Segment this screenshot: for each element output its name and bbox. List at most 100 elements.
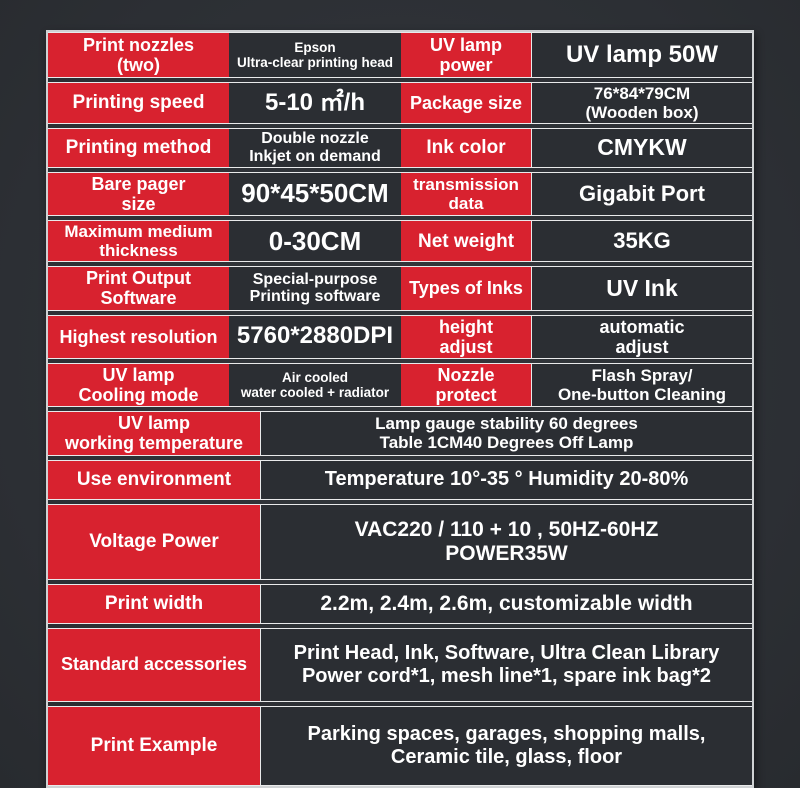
spec-value: 5-10 ㎡/h	[229, 82, 401, 125]
spec-value: 76*84*79CM (Wooden box)	[532, 82, 752, 125]
spec-label-text: UV lamp Cooling mode	[78, 364, 199, 406]
spec-label: Maximum medium thickness	[48, 220, 229, 263]
spec-value: Flash Spray/ One-button Cleaning	[532, 362, 752, 408]
spec-value-text: Temperature 10°-35 ° Humidity 20-80%	[324, 468, 689, 491]
spec-value-text: UV lamp 50W	[565, 40, 719, 68]
spec-label-text: transmission data	[413, 175, 519, 214]
spec-label-text: Print Example	[90, 734, 218, 756]
spec-row-uv-lamp-cooling-mode: UV lamp Cooling mode Air cooled water co…	[48, 362, 752, 408]
spec-label: transmission data	[401, 171, 532, 217]
spec-value: Print Head, Ink, Software, Ultra Clean L…	[260, 627, 752, 702]
spec-label-text: Print Output Software	[86, 268, 191, 309]
spec-row-bare-pager-size: Bare pager size 90*45*50CM transmission …	[48, 171, 752, 217]
spec-value-text: Flash Spray/ One-button Cleaning	[557, 366, 727, 405]
spec-value-text: 2.2m, 2.4m, 2.6m, customizable width	[320, 591, 693, 615]
spec-value-text: 76*84*79CM (Wooden box)	[585, 84, 699, 123]
spec-label: Printing method	[48, 128, 229, 168]
spec-row-use-environment: Use environment Temperature 10°-35 ° Hum…	[48, 459, 752, 500]
spec-label: UV lamp power	[401, 32, 532, 78]
spec-label-text: Print width	[104, 592, 204, 614]
spec-value-text: Gigabit Port	[579, 180, 705, 206]
spec-value-text: Epson Ultra-clear printing head	[236, 39, 394, 70]
spec-label: Standard accessories	[48, 627, 260, 702]
spec-label-text: Use environment	[76, 468, 232, 490]
spec-label: height adjust	[401, 314, 532, 359]
spec-label-text: Nozzle protect	[435, 364, 497, 406]
spec-value: 2.2m, 2.4m, 2.6m, customizable width	[260, 583, 752, 624]
spec-value: 0-30CM	[229, 220, 401, 263]
spec-value-text: Air cooled water cooled + radiator	[240, 369, 390, 401]
spec-label: Highest resolution	[48, 314, 229, 359]
spec-label: Package size	[401, 82, 532, 125]
spec-row-maximum-medium-thickness: Maximum medium thickness 0-30CM Net weig…	[48, 220, 752, 263]
spec-value: 90*45*50CM	[229, 171, 401, 217]
spec-value-text: VAC220 / 110 + 10 , 50HZ-60HZ POWER35W	[354, 517, 659, 565]
spec-value: Double nozzle Inkjet on demand	[229, 128, 401, 168]
spec-value: VAC220 / 110 + 10 , 50HZ-60HZ POWER35W	[260, 503, 752, 580]
spec-label: Print width	[48, 583, 260, 624]
spec-value: Air cooled water cooled + radiator	[229, 362, 401, 408]
spec-label-text: Printing method	[65, 137, 212, 159]
spec-label: Types of Inks	[401, 266, 532, 311]
spec-row-print-width: Print width 2.2m, 2.4m, 2.6m, customizab…	[48, 583, 752, 624]
spec-label-text: Package size	[409, 92, 523, 113]
spec-value-text: Special-purpose Printing software	[249, 270, 381, 306]
spec-label-text: Maximum medium thickness	[64, 222, 213, 261]
spec-label-text: Ink color	[426, 137, 506, 159]
spec-label: Ink color	[401, 128, 532, 168]
spec-label-text: Print nozzles (two)	[82, 34, 194, 75]
spec-label-text: Bare pager size	[91, 173, 186, 215]
spec-label-text: Types of Inks	[409, 278, 523, 299]
spec-value: 35KG	[532, 220, 752, 263]
spec-label-text: Net weight	[417, 230, 515, 252]
spec-value: automatic adjust	[532, 314, 752, 359]
spec-row-uv-lamp-working-temperature: UV lamp working temperature Lamp gauge s…	[48, 411, 752, 456]
spec-label: UV lamp working temperature	[48, 411, 260, 456]
spec-label: Print nozzles (two)	[48, 32, 229, 78]
spec-label-text: Highest resolution	[59, 326, 218, 347]
spec-row-voltage-power: Voltage Power VAC220 / 110 + 10 , 50HZ-6…	[48, 503, 752, 580]
spec-label: Print Output Software	[48, 266, 229, 311]
spec-row-printing-method: Printing method Double nozzle Inkjet on …	[48, 128, 752, 168]
printer-spec-table: Print nozzles (two) Epson Ultra-clear pr…	[46, 30, 754, 788]
spec-value-text: 0-30CM	[268, 225, 362, 256]
spec-row-highest-resolution: Highest resolution 5760*2880DPI height a…	[48, 314, 752, 359]
spec-value-text: UV Ink	[606, 274, 678, 301]
spec-row-print-output-software: Print Output Software Special-purpose Pr…	[48, 266, 752, 311]
spec-row-printing-speed: Printing speed 5-10 ㎡/h Package size 76*…	[48, 82, 752, 125]
spec-value: Gigabit Port	[532, 171, 752, 217]
spec-value: Temperature 10°-35 ° Humidity 20-80%	[260, 459, 752, 500]
spec-row-print-nozzles: Print nozzles (two) Epson Ultra-clear pr…	[48, 32, 752, 78]
spec-label: Printing speed	[48, 82, 229, 125]
spec-label-text: UV lamp working temperature	[64, 413, 244, 454]
spec-value-text: CMYKW	[597, 134, 687, 161]
spec-label-text: height adjust	[439, 316, 493, 357]
spec-value-text: automatic adjust	[599, 316, 685, 357]
spec-value-text: 90*45*50CM	[241, 178, 389, 209]
spec-value: Parking spaces, garages, shopping malls,…	[260, 705, 752, 786]
spec-value: CMYKW	[532, 128, 752, 168]
spec-value: Epson Ultra-clear printing head	[229, 32, 401, 78]
spec-label-text: UV lamp power	[429, 34, 503, 75]
spec-label: Bare pager size	[48, 171, 229, 217]
spec-value: Special-purpose Printing software	[229, 266, 401, 311]
spec-value-text: Lamp gauge stability 60 degrees Table 1C…	[375, 414, 638, 453]
spec-label: Voltage Power	[48, 503, 260, 580]
spec-value-text: 5-10 ㎡/h	[264, 88, 366, 116]
spec-label: Print Example	[48, 705, 260, 786]
spec-label: UV lamp Cooling mode	[48, 362, 229, 408]
spec-value: UV Ink	[532, 266, 752, 311]
spec-row-print-example: Print Example Parking spaces, garages, s…	[48, 705, 752, 786]
spec-label-text: Printing speed	[72, 92, 205, 114]
spec-label-text: Voltage Power	[89, 530, 219, 552]
spec-value-text: 35KG	[613, 227, 671, 253]
spec-value: 5760*2880DPI	[229, 314, 401, 359]
spec-row-standard-accessories: Standard accessories Print Head, Ink, So…	[48, 627, 752, 702]
spec-value: UV lamp 50W	[532, 32, 752, 78]
spec-label-text: Standard accessories	[60, 654, 248, 675]
spec-label: Nozzle protect	[401, 362, 532, 408]
spec-value-text: Parking spaces, garages, shopping malls,…	[307, 723, 706, 768]
spec-value-text: Print Head, Ink, Software, Ultra Clean L…	[293, 642, 720, 687]
spec-label: Use environment	[48, 459, 260, 500]
spec-label: Net weight	[401, 220, 532, 263]
